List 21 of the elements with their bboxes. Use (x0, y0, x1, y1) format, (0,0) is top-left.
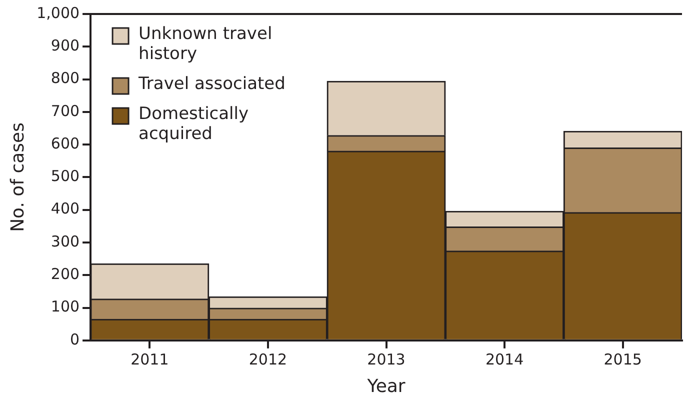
y-tick-label: 200 (50, 265, 80, 284)
y-tick-label: 0 (70, 330, 80, 348)
legend-label: Domestically acquired (138, 104, 249, 144)
x-tick-label: 2011 (130, 350, 169, 368)
x-tick-label: 2012 (248, 350, 288, 368)
y-tick-label: 600 (50, 134, 80, 152)
legend-label: Unknown travel history (138, 24, 272, 64)
y-tick-label: 700 (50, 102, 80, 120)
y-tick-label: 1,000 (36, 4, 80, 22)
y-axis-title: No. of cases (7, 122, 28, 232)
y-tick-label: 100 (50, 298, 80, 316)
y-tick-label: 300 (50, 232, 80, 250)
x-tick-label: 2013 (367, 350, 406, 368)
y-tick-label: 400 (50, 200, 80, 218)
y-tick-label: 800 (50, 69, 80, 88)
x-axis-title: Year (366, 376, 406, 397)
legend-label: Travel associated (138, 74, 286, 94)
y-tick-label: 500 (50, 167, 80, 186)
y-tick-label: 900 (50, 36, 80, 55)
x-tick-label: 2015 (604, 350, 642, 368)
x-tick-label: 2014 (485, 350, 524, 368)
